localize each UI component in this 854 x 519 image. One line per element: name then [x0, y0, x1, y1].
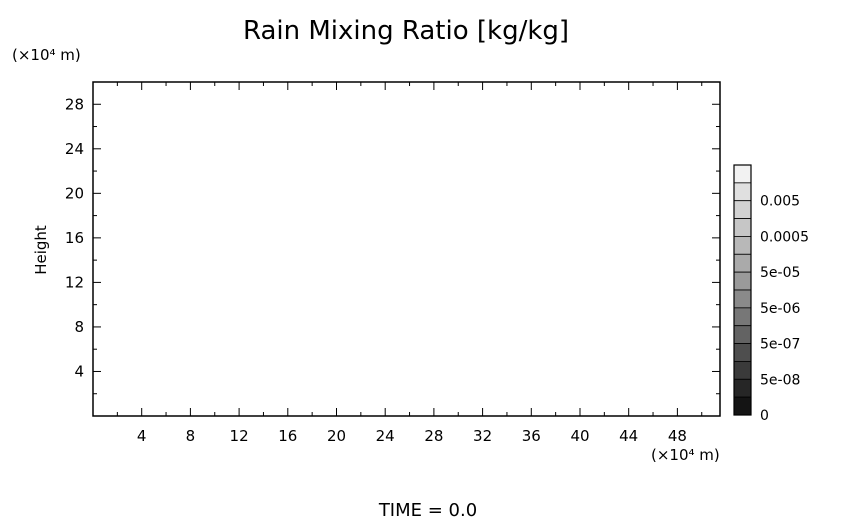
colorbar-swatch: [733, 200, 752, 219]
x-axis-ticks: 4 8 12 16 20 24 28 32 36 40 44 48: [116, 82, 703, 445]
colorbar-label: 0.0005: [760, 229, 809, 245]
colorbar-swatch: [733, 253, 752, 273]
x-tick-label: 32: [473, 427, 492, 445]
y-tick-label: 24: [65, 140, 84, 158]
colorbar-swatch: [733, 307, 752, 327]
colorbar: 0.005 0.0005 5e-05 5e-06 5e-07 5e-08 0: [733, 164, 809, 424]
x-tick-label: 24: [376, 427, 395, 445]
colorbar-swatch: [733, 164, 752, 184]
y-axis-unit: (×10⁴ m): [12, 46, 81, 64]
x-tick-label: 28: [424, 427, 443, 445]
colorbar-label: 0: [760, 408, 769, 424]
y-tick-label: 28: [65, 95, 84, 113]
x-axis-unit: (×10⁴ m): [651, 446, 720, 464]
x-tick-label: 16: [278, 427, 297, 445]
colorbar-frame: [733, 164, 752, 416]
time-label: TIME = 0.0: [378, 500, 477, 519]
y-tick-label: 8: [74, 318, 84, 336]
colorbar-swatch: [733, 361, 752, 380]
plot-area: [92, 81, 721, 417]
colorbar-label: 5e-08: [760, 372, 800, 388]
x-tick-label: 20: [327, 427, 346, 445]
x-tick-label: 8: [186, 427, 196, 445]
colorbar-swatch: [733, 325, 752, 344]
colorbar-label: 5e-07: [760, 337, 800, 353]
colorbar-swatch: [733, 182, 752, 202]
y-axis-label: Height: [32, 225, 50, 275]
chart-title: Rain Mixing Ratio [kg/kg]: [243, 16, 569, 46]
colorbar-swatch: [733, 236, 752, 255]
colorbar-label: 5e-06: [760, 301, 800, 317]
x-tick-label: 36: [522, 427, 541, 445]
y-axis-ticks: 4 8 12 16 20 24 28: [65, 95, 720, 395]
x-tick-label: 44: [619, 427, 638, 445]
colorbar-swatch: [733, 378, 752, 398]
colorbar-swatch: [733, 218, 752, 237]
x-tick-label: 4: [137, 427, 147, 445]
colorbar-swatch: [733, 271, 752, 291]
colorbar-swatch: [733, 289, 752, 309]
x-tick-label: 12: [230, 427, 249, 445]
colorbar-label: 0.005: [760, 194, 800, 210]
colorbar-label: 5e-05: [760, 265, 800, 281]
x-tick-label: 48: [668, 427, 687, 445]
x-tick-label: 40: [570, 427, 589, 445]
y-tick-label: 16: [65, 229, 84, 247]
colorbar-swatch: [733, 343, 752, 362]
colorbar-swatch: [733, 396, 752, 416]
y-tick-label: 12: [65, 273, 84, 291]
y-tick-label: 20: [65, 184, 84, 202]
y-tick-label: 4: [74, 362, 84, 380]
